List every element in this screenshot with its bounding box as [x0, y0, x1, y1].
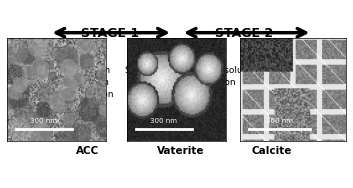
- Text: Dehydration
aggregation
crystallization: Dehydration aggregation crystallization: [51, 66, 114, 99]
- Text: STAGE 2: STAGE 2: [215, 27, 273, 40]
- Text: STAGE 1: STAGE 1: [81, 27, 139, 40]
- Text: Vaterite: Vaterite: [157, 146, 205, 156]
- Text: Calcite: Calcite: [251, 146, 291, 156]
- Text: ACC: ACC: [76, 146, 100, 156]
- Text: 300 nm: 300 nm: [150, 118, 177, 124]
- Text: 300 nm: 300 nm: [266, 118, 293, 124]
- Text: 300 nm: 300 nm: [30, 118, 57, 124]
- Text: Surface-controlled dissolution and
reprecipitation: Surface-controlled dissolution and repre…: [125, 66, 280, 87]
